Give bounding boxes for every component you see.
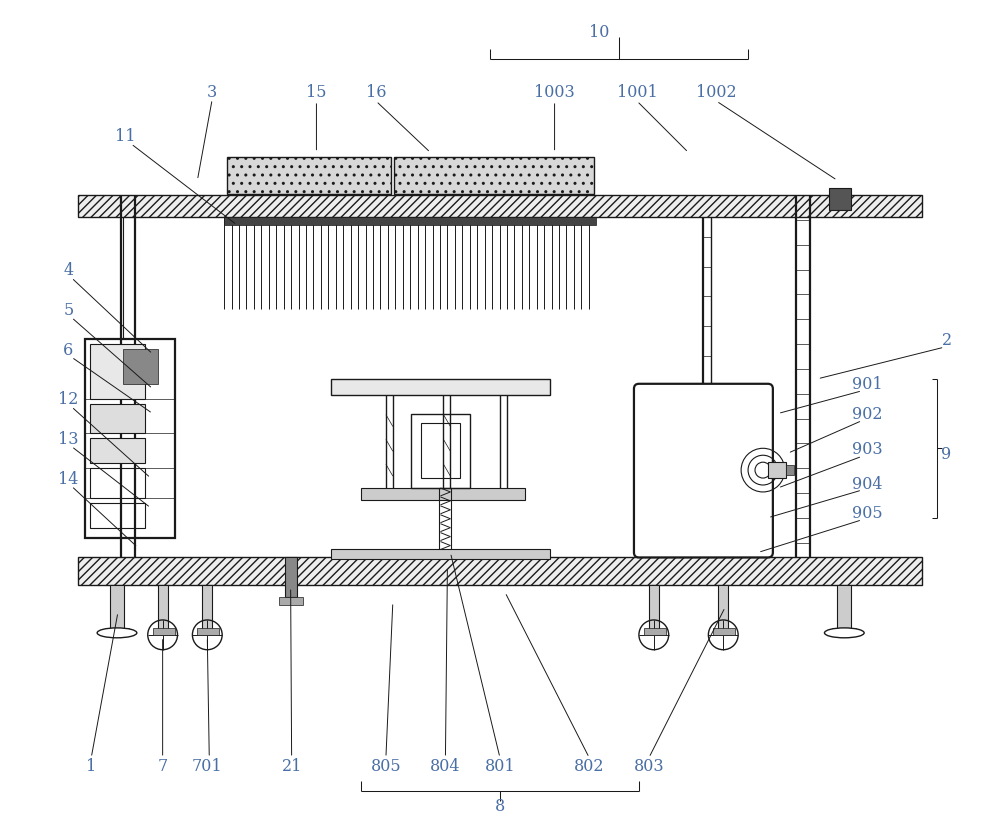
Text: 14: 14 (58, 470, 79, 487)
Text: 902: 902 (852, 405, 882, 423)
Bar (394, 157, 594, 195)
Text: 15: 15 (306, 84, 327, 101)
Bar (224, 218, 596, 226)
Text: 16: 16 (366, 84, 386, 101)
Text: 1002: 1002 (696, 84, 737, 101)
Bar (90, 345, 145, 399)
Text: 1: 1 (86, 758, 96, 774)
Ellipse shape (97, 628, 137, 638)
FancyBboxPatch shape (634, 384, 773, 558)
Bar (718, 586, 728, 630)
Bar (411, 414, 470, 488)
Text: 903: 903 (852, 441, 882, 457)
Bar (227, 157, 391, 195)
Text: 12: 12 (58, 391, 79, 408)
Text: 7: 7 (158, 758, 168, 774)
Text: 21: 21 (281, 758, 302, 774)
Text: 1001: 1001 (617, 84, 657, 101)
Bar (786, 465, 794, 476)
Bar (90, 503, 145, 528)
Text: 1003: 1003 (534, 84, 575, 101)
Text: 801: 801 (485, 758, 515, 774)
Bar (279, 597, 303, 605)
Text: 9: 9 (941, 446, 952, 462)
Bar (331, 550, 550, 559)
Text: 802: 802 (574, 758, 605, 774)
Text: 3: 3 (207, 84, 217, 101)
Bar (649, 586, 659, 630)
Bar (439, 488, 451, 553)
Bar (768, 463, 786, 478)
Bar (713, 628, 735, 635)
Bar (361, 488, 525, 500)
Bar (78, 196, 922, 218)
Text: 2: 2 (941, 331, 952, 348)
Text: 805: 805 (371, 758, 401, 774)
Bar (105, 628, 129, 633)
Text: 10: 10 (589, 24, 609, 41)
Bar (85, 340, 175, 538)
Bar (644, 628, 666, 635)
Bar (78, 558, 922, 586)
Bar (829, 189, 851, 211)
Bar (123, 350, 158, 384)
Text: 701: 701 (192, 758, 223, 774)
Ellipse shape (824, 628, 864, 638)
Text: 901: 901 (852, 376, 882, 393)
Bar (285, 558, 297, 597)
Text: 803: 803 (634, 758, 664, 774)
Bar (832, 628, 856, 633)
Bar (331, 379, 550, 396)
Text: 13: 13 (58, 430, 79, 447)
Bar (90, 468, 145, 498)
Text: 904: 904 (852, 475, 882, 492)
Text: 804: 804 (430, 758, 461, 774)
Text: 8: 8 (495, 797, 505, 814)
Bar (421, 424, 460, 478)
Bar (202, 586, 212, 630)
Text: 5: 5 (63, 301, 73, 319)
Text: 905: 905 (852, 505, 882, 522)
Bar (110, 586, 124, 630)
Bar (153, 628, 175, 635)
Bar (158, 586, 168, 630)
Text: 4: 4 (63, 262, 73, 278)
Text: 6: 6 (63, 342, 73, 358)
Text: 11: 11 (115, 128, 135, 145)
Bar (197, 628, 219, 635)
Bar (90, 404, 145, 434)
Bar (837, 586, 851, 630)
Bar (647, 397, 760, 545)
Bar (90, 439, 145, 464)
